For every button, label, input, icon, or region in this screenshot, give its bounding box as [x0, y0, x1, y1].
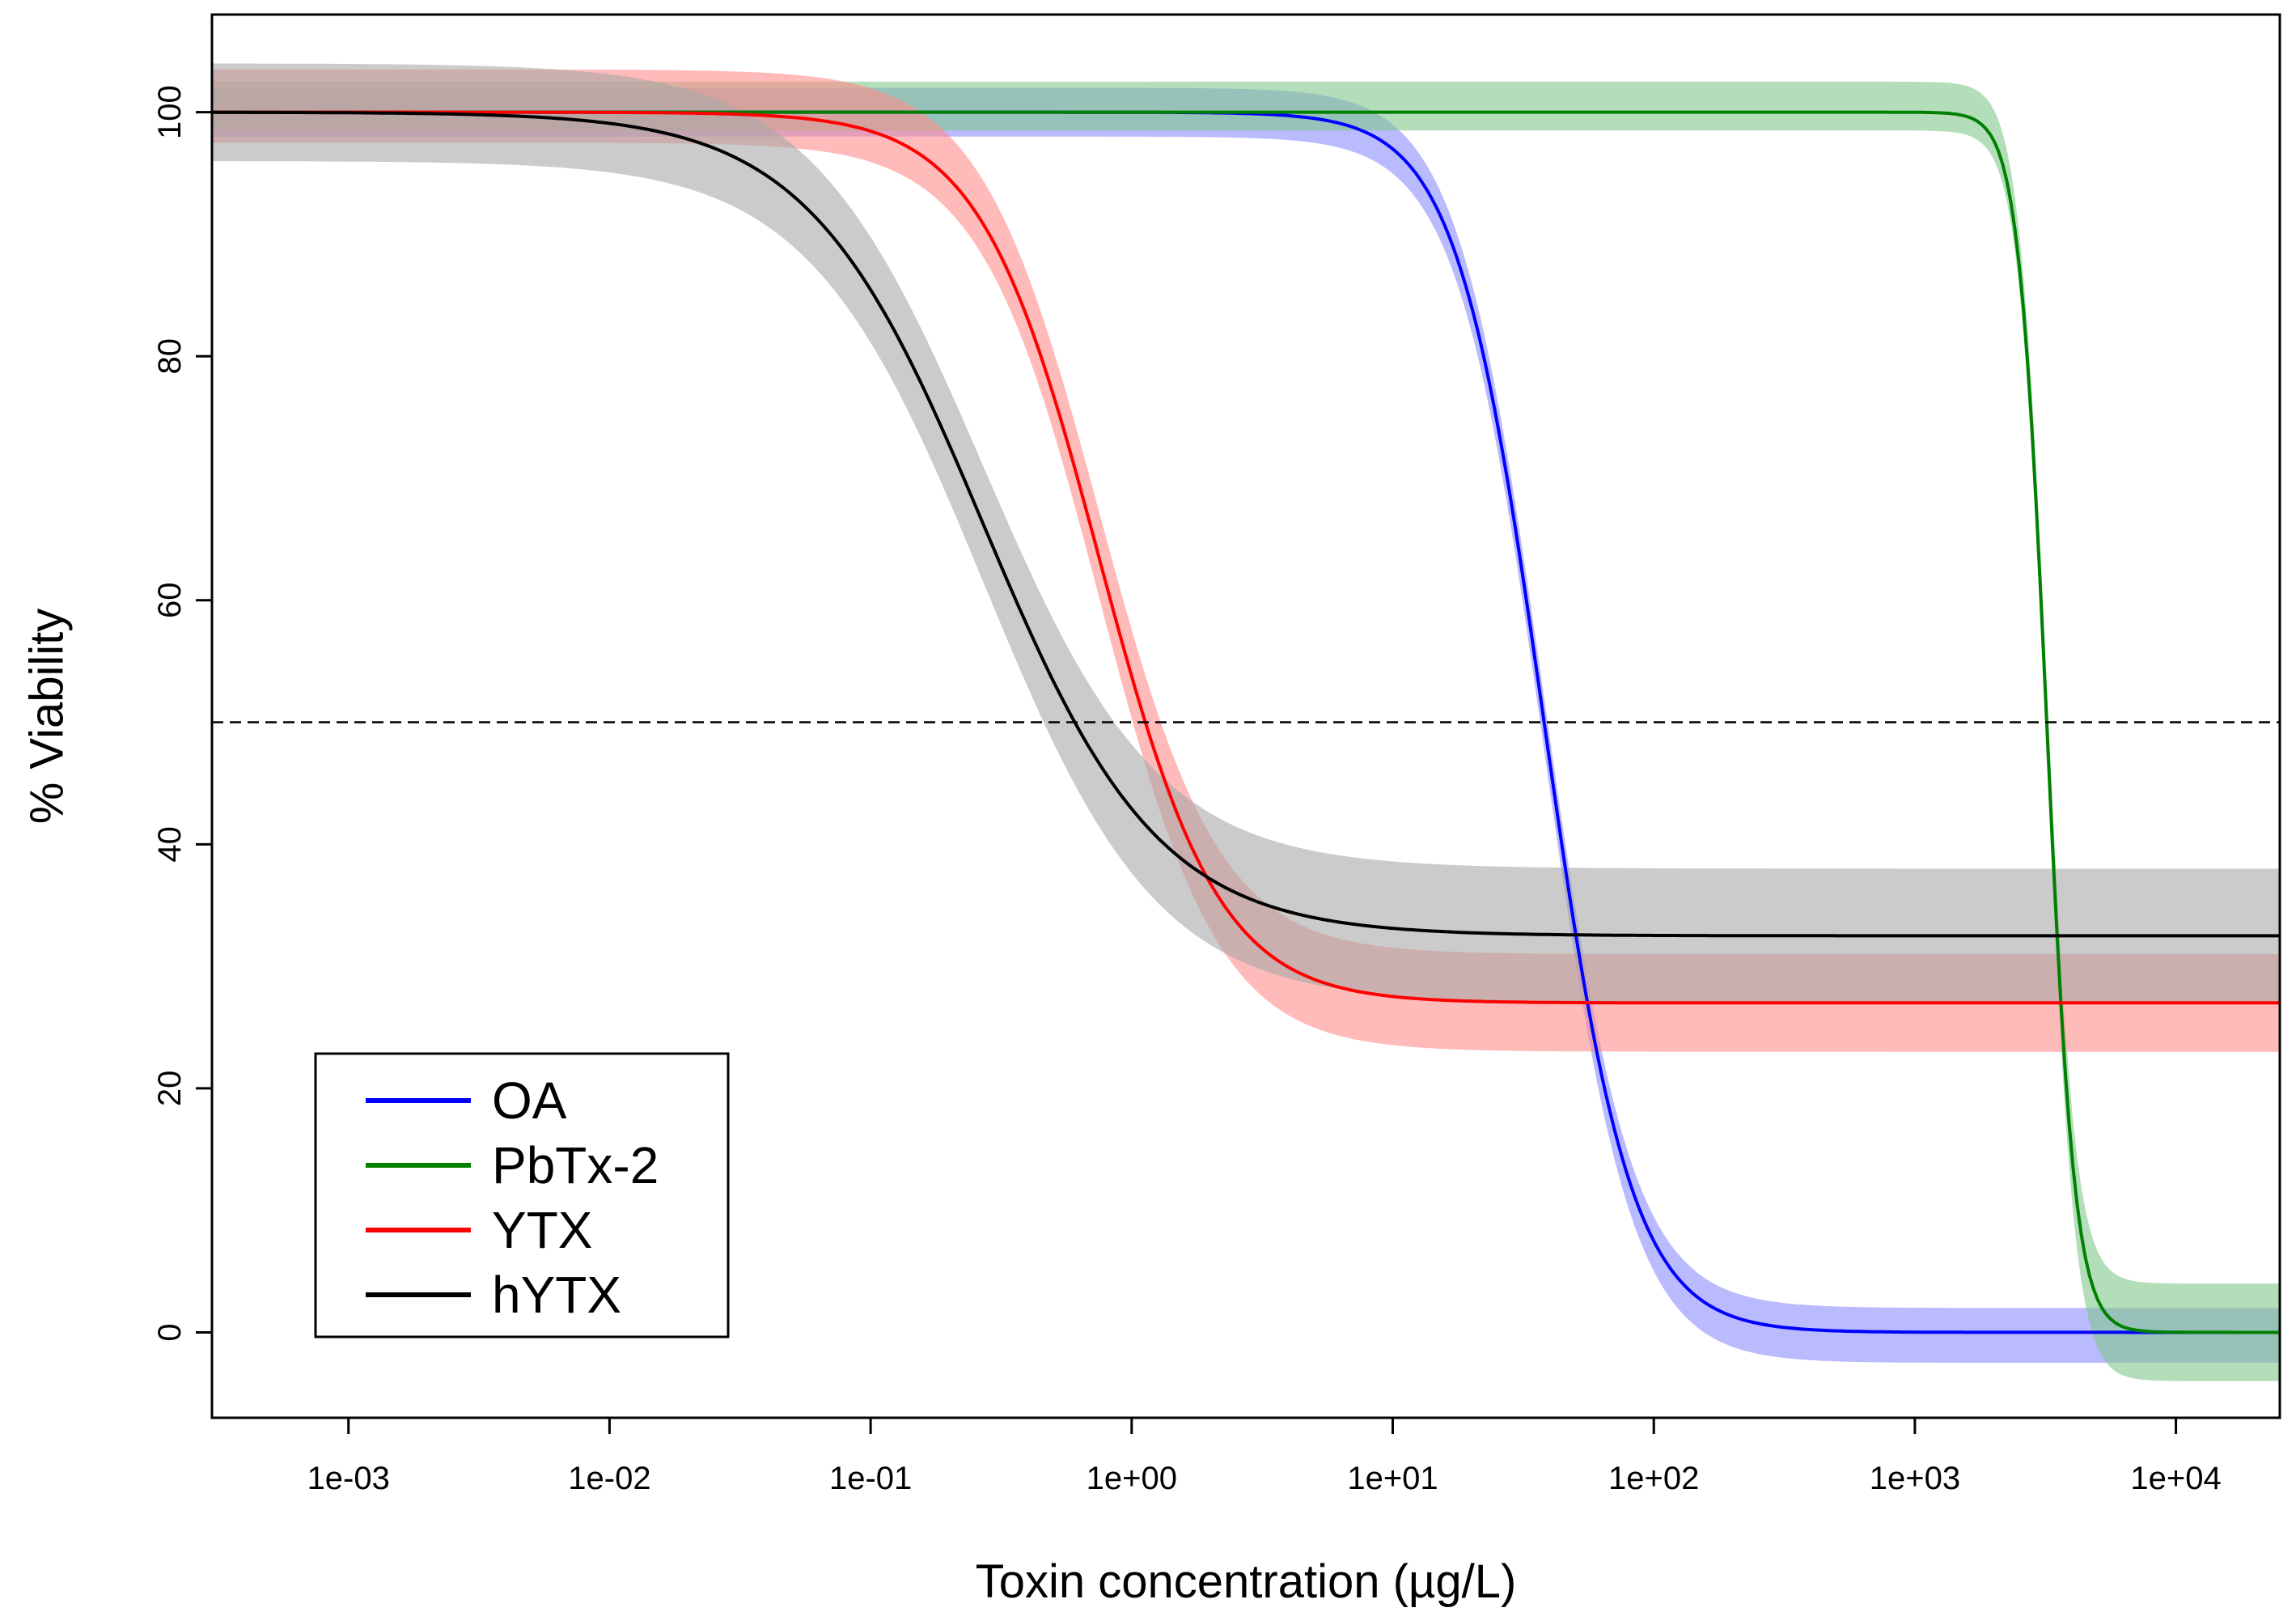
y-tick-label: 60 — [152, 583, 188, 619]
y-tick-label: 40 — [152, 826, 188, 863]
x-axis-title: Toxin concentration (µg/L) — [976, 1555, 1517, 1608]
y-tick-label: 0 — [152, 1323, 188, 1341]
y-axis-title: % Viability — [21, 609, 74, 825]
x-axis: 1e-03 1e-02 1e-01 1e+00 1e+01 1e+02 1e+03 1e+04 — [307, 1418, 2222, 1496]
y-tick-label: 100 — [152, 85, 188, 139]
y-tick-label: 20 — [152, 1071, 188, 1107]
legend: OA PbTx-2 YTX hYTX — [314, 1052, 730, 1338]
x-tick-label: 1e-03 — [307, 1461, 390, 1496]
line-hytx — [212, 110, 2280, 938]
legend-label-ytx: YTX — [492, 1201, 592, 1259]
legend-label-hytx: hYTX — [492, 1266, 621, 1324]
confidence-bands — [212, 63, 2280, 1381]
series-lines — [212, 110, 2280, 1334]
y-axis: 0 20 40 60 80 100 — [152, 85, 212, 1342]
line-ytx — [212, 110, 2280, 1005]
x-tick-label: 1e-02 — [568, 1461, 650, 1496]
legend-label-pbtx-2: PbTx-2 — [492, 1136, 659, 1194]
x-tick-label: 1e+03 — [1870, 1461, 1960, 1496]
x-tick-label: 1e+00 — [1087, 1461, 1177, 1496]
x-tick-label: 1e+02 — [1608, 1461, 1699, 1496]
x-tick-label: 1e-01 — [829, 1461, 912, 1496]
band-hytx — [212, 63, 2280, 1003]
legend-label-oa: OA — [492, 1071, 567, 1130]
plot-frame — [210, 13, 2281, 1419]
x-tick-label: 1e+04 — [2130, 1461, 2221, 1496]
x-tick-label: 1e+01 — [1347, 1461, 1438, 1496]
y-tick-label: 80 — [152, 338, 188, 375]
